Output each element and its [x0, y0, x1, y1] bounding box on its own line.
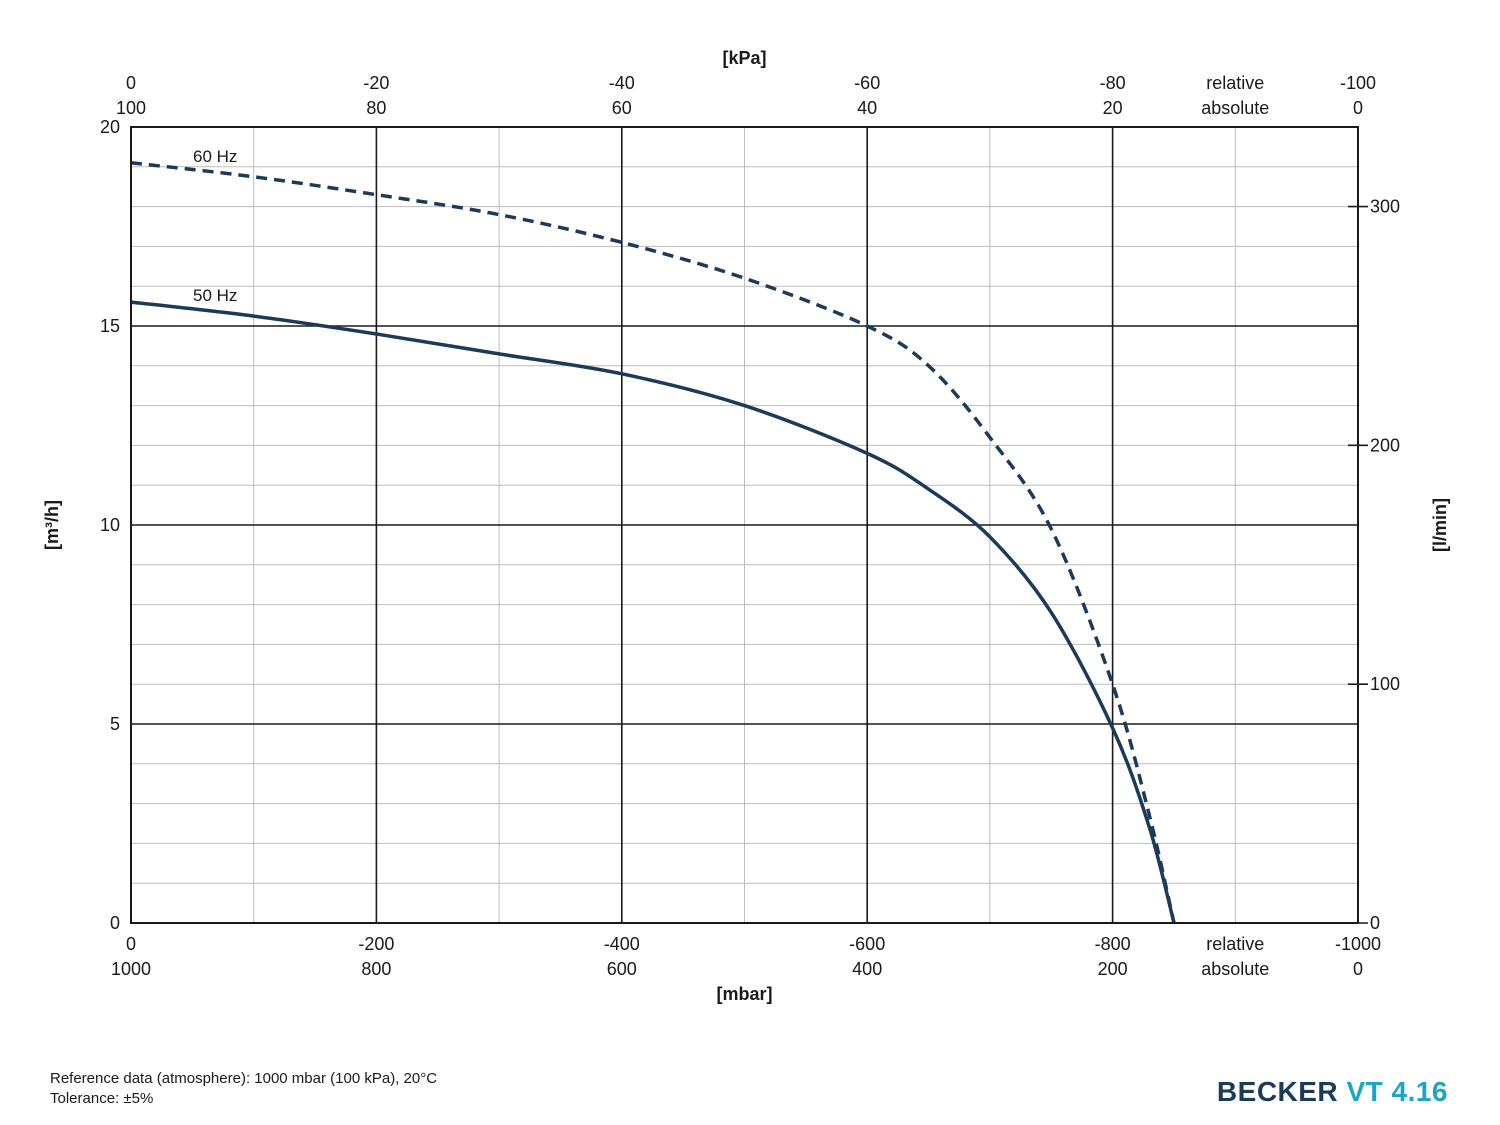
x2-tick-label-absolute: 80	[366, 98, 386, 118]
y-tick-label: 10	[100, 515, 120, 535]
x2-tick-label-relative: -40	[609, 73, 635, 93]
reference-data-text: Reference data (atmosphere): 1000 mbar (…	[50, 1070, 438, 1087]
x2-tick-label-relative: 0	[126, 73, 136, 93]
x2-tick-label-absolute: 0	[1353, 98, 1363, 118]
brand-name: BECKER	[1216, 1076, 1339, 1107]
x2-tick-label-absolute: 40	[857, 98, 877, 118]
x2-tick-label-absolute: 60	[612, 98, 632, 118]
x-tick-label-absolute: 200	[1098, 959, 1128, 979]
x2-axis-title: [kPa]	[722, 48, 766, 68]
y-tick-label: 0	[110, 913, 120, 933]
x2-tick-label-relative: -60	[854, 73, 880, 93]
x2-tick-label-absolute: 100	[116, 98, 146, 118]
axis-labels: 01000-200800-400600-600400-800200-10000r…	[42, 48, 1450, 1004]
y-tick-label: 20	[100, 117, 120, 137]
plot-border	[130, 126, 1359, 924]
x-tick-label-absolute: 800	[361, 959, 391, 979]
x2-absolute-caption: absolute	[1201, 98, 1269, 118]
y2-tick-label: 300	[1370, 197, 1400, 217]
tolerance-text: Tolerance: ±5%	[50, 1090, 154, 1107]
x-absolute-caption: absolute	[1201, 959, 1269, 979]
brand-logo: BECKER VT 4.16	[1217, 1076, 1448, 1108]
x-tick-label-relative: -800	[1095, 934, 1131, 954]
x2-tick-label-relative: -100	[1340, 73, 1376, 93]
series-label: 60 Hz	[193, 147, 237, 166]
x-tick-label-absolute: 0	[1353, 959, 1363, 979]
x-tick-label-relative: -600	[849, 934, 885, 954]
y2-tick-label: 0	[1370, 913, 1380, 933]
model-name: VT 4.16	[1346, 1076, 1448, 1107]
reference-note: Reference data (atmosphere): 1000 mbar (…	[50, 1069, 437, 1109]
x-tick-label-relative: -400	[604, 934, 640, 954]
y2-axis-title: [l/min]	[1430, 498, 1450, 552]
y2-tick-label: 100	[1370, 674, 1400, 694]
x-tick-label-relative: -200	[358, 934, 394, 954]
x-tick-label-absolute: 600	[607, 959, 637, 979]
series-label: 50 Hz	[193, 286, 237, 305]
x-tick-label-relative: 0	[126, 934, 136, 954]
x-tick-label-absolute: 1000	[111, 959, 151, 979]
x2-relative-caption: relative	[1206, 73, 1264, 93]
y2-tick-label: 200	[1370, 435, 1400, 455]
x-tick-label-relative: -1000	[1335, 934, 1381, 954]
x-axis-title: [mbar]	[716, 984, 772, 1004]
x-relative-caption: relative	[1206, 934, 1264, 954]
x2-tick-label-absolute: 20	[1103, 98, 1123, 118]
x2-tick-label-relative: -80	[1100, 73, 1126, 93]
plot-frame	[130, 126, 1368, 924]
x-tick-label-absolute: 400	[852, 959, 882, 979]
grid-lines	[130, 126, 1359, 924]
series-line-60-hz	[130, 161, 1176, 924]
y-tick-label: 5	[110, 714, 120, 734]
y-axis-title: [m³/h]	[42, 500, 62, 550]
x2-tick-label-relative: -20	[363, 73, 389, 93]
series-line-50-hz	[130, 300, 1176, 924]
y-tick-label: 15	[100, 316, 120, 336]
data-series: 50 Hz 60 Hz	[130, 147, 1176, 924]
